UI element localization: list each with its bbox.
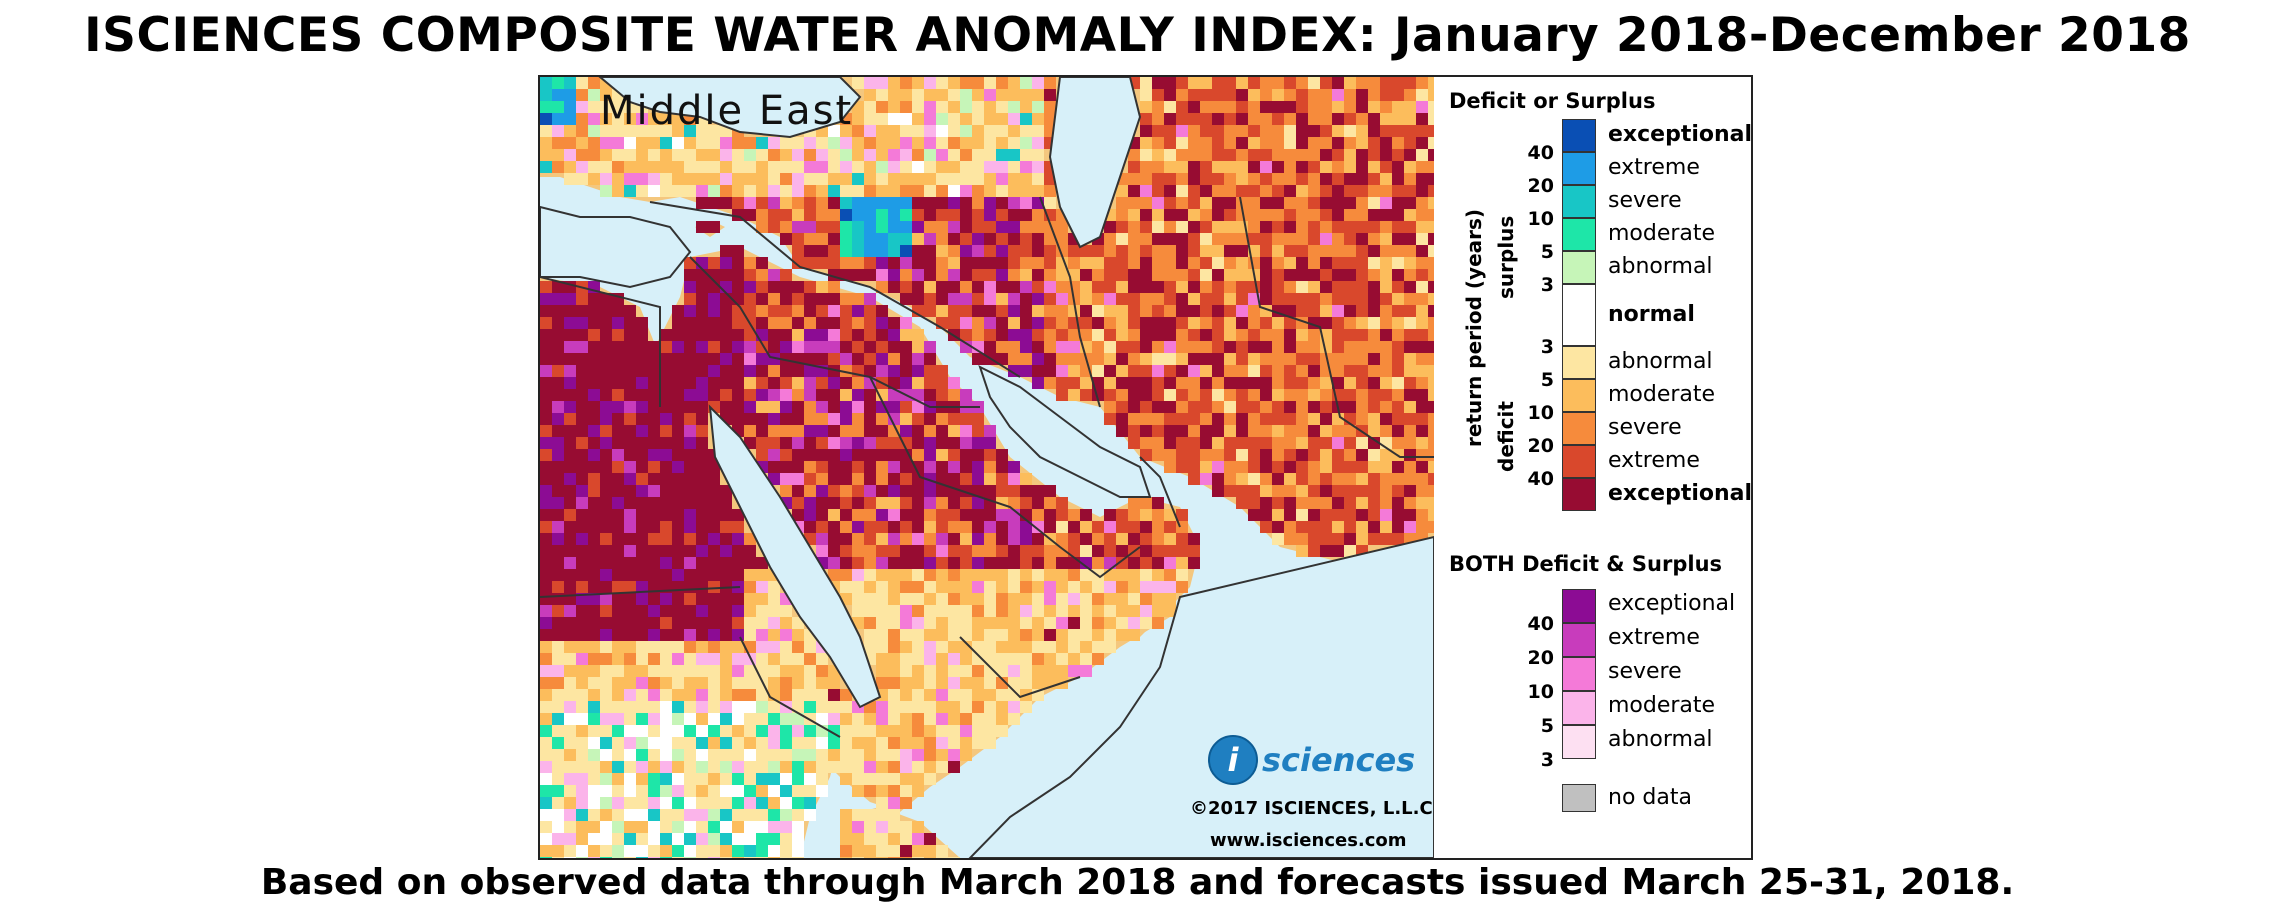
legend-label-deficit-0: abnormal: [1608, 349, 1713, 374]
country-border-9: [1139, 456, 1181, 528]
legend-label-normal: normal: [1608, 302, 1695, 327]
country-border-3: [540, 586, 741, 598]
legend-label-both-4: abnormal: [1608, 727, 1713, 752]
legend-swatch-deficit-2: [1562, 412, 1596, 445]
legend-label-both-2: severe: [1608, 659, 1682, 684]
logo-badge-icon: i: [1208, 735, 1258, 785]
legend-label-surplus-0: exceptional: [1608, 122, 1753, 147]
page-title: ISCIENCES COMPOSITE WATER ANOMALY INDEX:…: [84, 8, 2191, 63]
legend-label-surplus-2: severe: [1608, 188, 1682, 213]
legend-swatch-deficit-4: [1562, 478, 1596, 511]
country-border-5: [869, 376, 1141, 579]
country-border-4: [739, 636, 841, 738]
legend-swatch-both-3: [1562, 691, 1596, 725]
legend-swatch-deficit-0: [1562, 346, 1596, 379]
legend-swatch-normal: [1562, 284, 1596, 346]
legend-axis-label: return period (years): [1462, 208, 1486, 447]
country-border-7: [1239, 196, 1434, 458]
legend-tick-deficit-4: 40: [1527, 468, 1554, 490]
anomaly-cells: [540, 77, 1434, 858]
legend-title-deficit-surplus: Deficit or Surplus: [1449, 89, 1656, 113]
legend-label-both-1: extreme: [1608, 625, 1700, 650]
legend-label-surplus-4: abnormal: [1608, 254, 1713, 279]
legend-swatch-surplus-2: [1562, 185, 1596, 218]
copyright: ©2017 ISCIENCES, L.L.C.: [1190, 798, 1440, 819]
legend-tick-surplus-3: 5: [1540, 241, 1554, 263]
legend-tick-deficit-2: 10: [1527, 402, 1554, 424]
legend-label-no-data: no data: [1608, 785, 1692, 810]
legend-tick-deficit-3: 20: [1527, 435, 1554, 457]
page-subtitle: Based on observed data through March 201…: [260, 862, 2015, 903]
country-border-0: [649, 201, 1021, 378]
legend-label-deficit-4: exceptional: [1608, 481, 1753, 506]
legend: Deficit or Surplus exceptional 40 extreme 2…: [1434, 77, 1753, 858]
legend-tick-deficit-0: 3: [1540, 336, 1554, 358]
coastline-0: [598, 77, 862, 139]
legend-swatch-surplus-1: [1562, 152, 1596, 185]
country-border-6: [1039, 196, 1101, 408]
anomaly-map: [540, 77, 1434, 858]
legend-label-both-0: exceptional: [1608, 591, 1736, 616]
legend-label-surplus-1: extreme: [1608, 155, 1700, 180]
legend-deficit-label: deficit: [1494, 401, 1518, 472]
legend-label-deficit-1: moderate: [1608, 382, 1716, 407]
legend-label-deficit-3: extreme: [1608, 448, 1700, 473]
coastline-1: [1048, 77, 1142, 249]
legend-tick-surplus-2: 10: [1527, 208, 1554, 230]
legend-label-surplus-3: moderate: [1608, 221, 1716, 246]
legend-tick-surplus-4: 3: [1540, 274, 1554, 296]
legend-swatch-both-1: [1562, 623, 1596, 657]
legend-swatch-surplus-4: [1562, 251, 1596, 284]
legend-swatch-surplus-3: [1562, 218, 1596, 251]
map-region-label: Middle East: [600, 88, 854, 134]
legend-tick-both-3: 5: [1540, 715, 1554, 737]
legend-swatch-both-2: [1562, 657, 1596, 691]
legend-label-both-3: moderate: [1608, 693, 1716, 718]
legend-swatch-no-data: [1562, 784, 1596, 812]
map-canvas: [540, 77, 1434, 858]
legend-tick-both-2: 10: [1527, 681, 1554, 703]
country-borders: [540, 77, 1434, 858]
country-border-2: [540, 276, 661, 407]
legend-tick-surplus-1: 20: [1527, 175, 1554, 197]
country-border-1: [689, 256, 980, 408]
legend-title-both: BOTH Deficit & Surplus: [1449, 552, 1723, 576]
legend-swatch-deficit-1: [1562, 379, 1596, 412]
legend-tick-surplus-0: 40: [1527, 142, 1554, 164]
legend-label-deficit-2: severe: [1608, 415, 1682, 440]
legend-tick-both-0: 40: [1527, 613, 1554, 635]
legend-tick-both-1: 20: [1527, 647, 1554, 669]
isciences-logo[interactable]: i sciences: [1208, 735, 1415, 785]
coastline-2: [540, 205, 692, 289]
legend-tick-both-4: 3: [1540, 749, 1554, 771]
legend-swatch-both-0: [1562, 589, 1596, 623]
legend-swatch-both-4: [1562, 725, 1596, 759]
website-link[interactable]: www.isciences.com: [1210, 830, 1407, 851]
coastline-5: [968, 535, 1434, 858]
country-border-8: [959, 636, 1081, 699]
logo-text: sciences: [1262, 741, 1416, 779]
legend-swatch-surplus-0: [1562, 119, 1596, 152]
legend-tick-deficit-1: 5: [1540, 369, 1554, 391]
coastline-3: [708, 404, 882, 709]
legend-surplus-label: surplus: [1494, 215, 1518, 299]
legend-swatch-deficit-3: [1562, 445, 1596, 478]
coastline-4: [978, 365, 1152, 498]
